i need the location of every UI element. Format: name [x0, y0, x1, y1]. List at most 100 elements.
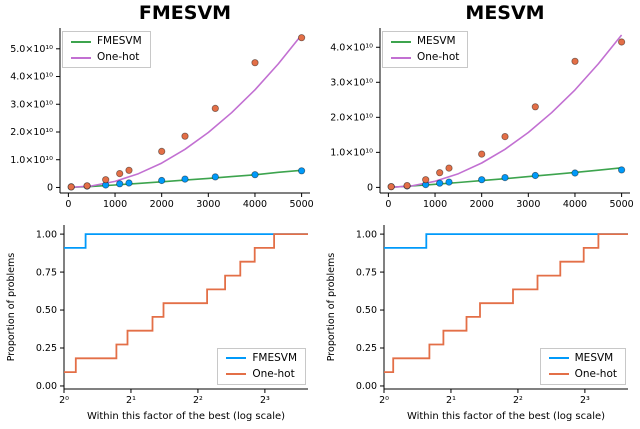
x-tick-label: 2² — [513, 395, 523, 406]
scatter-point-One-hot-points — [158, 147, 166, 155]
scatter-point-MESVM-points — [436, 179, 444, 187]
y-tick-label: 4.0×10¹⁰ — [10, 72, 53, 83]
legend-entry: One-hot — [391, 51, 459, 64]
series-step-MESVM-profile — [384, 233, 628, 249]
y-tick-label: 0.50 — [356, 305, 377, 316]
x-tick-label: 0 — [385, 199, 391, 210]
scatter-point-One-hot-points — [67, 183, 75, 191]
series-step-One-hot-profile — [64, 233, 308, 373]
scatter-point-One-hot-points — [83, 182, 91, 190]
y-tick-label: 1.0×10¹⁰ — [330, 148, 373, 159]
scatter-point-One-hot-points — [251, 59, 259, 67]
x-tick-label: 2³ — [260, 395, 270, 406]
scatter-point-MESVM-points — [531, 171, 539, 180]
scatter-point-FMESVM-points — [251, 171, 259, 179]
legend-mesvm-runtime: MESVM One-hot — [382, 31, 469, 69]
scatter-point-MESVM-points — [445, 178, 453, 186]
x-axis-label: Within this factor of the best (log scal… — [86, 411, 286, 422]
y-tick-label: 0.75 — [36, 267, 57, 278]
x-tick-label: 2⁰ — [379, 395, 389, 406]
x-tick-label: 4000 — [563, 199, 587, 210]
scatter-point-FMESVM-points — [211, 173, 219, 181]
x-tick-label: 0 — [65, 199, 71, 210]
scatter-point-One-hot-points — [445, 164, 453, 172]
scatter-point-One-hot-points — [478, 150, 486, 158]
legend-mesvm-profile: MESVM One-hot — [539, 347, 626, 385]
x-tick-label: 4000 — [243, 199, 267, 210]
scatter-point-One-hot-points — [116, 170, 124, 178]
y-tick-label: 1.00 — [356, 229, 377, 240]
x-tick-label: 2⁰ — [59, 395, 69, 406]
fmesvm-runtime-plot: 0 1000 2000 3000 4000 5000 0 1.0×10¹⁰ 2.0×10¹⁰ 3.… — [10, 28, 314, 210]
scatter-point-FMESVM-points — [116, 180, 124, 188]
scatter-point-One-hot-points — [387, 183, 395, 191]
y-tick-label: 4.0×10¹⁰ — [330, 42, 373, 53]
x-tick-label: 1000 — [103, 199, 127, 210]
chart-title-mesvm: MESVM — [465, 2, 545, 24]
y-tick-label: 2.0×10¹⁰ — [330, 113, 373, 124]
scatter-point-One-hot-points — [617, 38, 626, 46]
y-tick-label: 0.50 — [36, 305, 57, 316]
legend-entry: MESVM — [548, 352, 617, 365]
fmesvm-profile-plot: 2⁰ 2¹ 2² 2³ 0.00 0.25 0.50 0.75 1.00 — [36, 225, 308, 406]
y-tick-label: 0 — [367, 183, 373, 194]
y-tick-label: 0.25 — [356, 343, 377, 354]
scatter-point-One-hot-points — [571, 57, 579, 65]
legend-line-swatch — [71, 56, 91, 59]
legend-line-swatch — [391, 40, 411, 43]
x-tick-label: 3000 — [196, 199, 220, 210]
scatter-point-One-hot-points — [297, 34, 306, 42]
scatter-point-One-hot-points — [531, 103, 539, 111]
scatter-point-One-hot-points — [102, 176, 110, 184]
legend-label: One-hot — [97, 51, 140, 64]
scatter-point-One-hot-points — [181, 132, 189, 140]
series-step-FMESVM-profile — [64, 233, 308, 249]
legend-entry: One-hot — [71, 51, 142, 64]
x-tick-label: 2³ — [580, 395, 590, 406]
x-tick-label: 5000 — [610, 199, 634, 210]
legend-label: One-hot — [574, 367, 617, 380]
legend-line-swatch — [548, 357, 569, 360]
x-tick-label: 3000 — [516, 199, 540, 210]
legend-entry: FMESVM — [226, 352, 297, 365]
x-tick-label: 2000 — [470, 199, 494, 210]
legend-entry: One-hot — [548, 367, 617, 381]
scatter-point-MESVM-points — [501, 174, 509, 182]
scatter-point-MESVM-points — [617, 166, 626, 174]
legend-label: FMESVM — [97, 35, 142, 47]
legend-entry: MESVM — [391, 35, 459, 48]
y-tick-label: 0.00 — [36, 381, 57, 392]
panel-fmesvm-profile: 2⁰ 2¹ 2² 2³ 0.00 0.25 0.50 0.75 1.00 Proportion … — [0, 215, 320, 429]
scatter-point-One-hot-points — [422, 176, 430, 184]
y-axis-label: Proportion of problems — [6, 252, 17, 362]
legend-line-swatch — [71, 40, 91, 43]
x-tick-label: 2000 — [150, 199, 174, 210]
y-tick-label: 3.0×10¹⁰ — [330, 77, 373, 88]
legend-entry: FMESVM — [71, 35, 142, 48]
scatter-point-One-hot-points — [436, 169, 444, 177]
y-tick-label: 3.0×10¹⁰ — [10, 99, 53, 110]
y-tick-label: 5.0×10¹⁰ — [10, 44, 53, 55]
scatter-point-FMESVM-points — [297, 167, 306, 175]
legend-label: One-hot — [417, 51, 460, 64]
legend-entry: One-hot — [226, 368, 297, 381]
x-tick-label: 5000 — [290, 199, 314, 210]
legend-line-swatch — [226, 357, 247, 360]
y-tick-label: 0 — [47, 183, 53, 194]
scatter-point-One-hot-points — [125, 166, 133, 174]
legend-line-swatch — [226, 373, 247, 376]
chart-title-fmesvm: FMESVM — [138, 2, 232, 24]
scatter-point-MESVM-points — [478, 176, 486, 184]
y-tick-label: 2.0×10¹⁰ — [10, 127, 53, 138]
x-axis-label: Within this factor of the best (log scal… — [406, 411, 606, 422]
scatter-point-FMESVM-points — [158, 176, 166, 185]
x-tick-label: 2² — [193, 395, 203, 406]
legend-label: FMESVM — [252, 351, 297, 364]
x-tick-label: 1000 — [423, 199, 447, 210]
scatter-point-One-hot-points — [501, 133, 509, 141]
legend-fmesvm-profile: FMESVM One-hot — [217, 347, 306, 385]
scatter-point-FMESVM-points — [125, 179, 133, 187]
mesvm-runtime-plot: 0 1000 2000 3000 4000 5000 0 1.0×10¹⁰ 2.0×10¹⁰ 3.… — [330, 28, 634, 210]
x-tick-label: 2¹ — [446, 395, 456, 406]
